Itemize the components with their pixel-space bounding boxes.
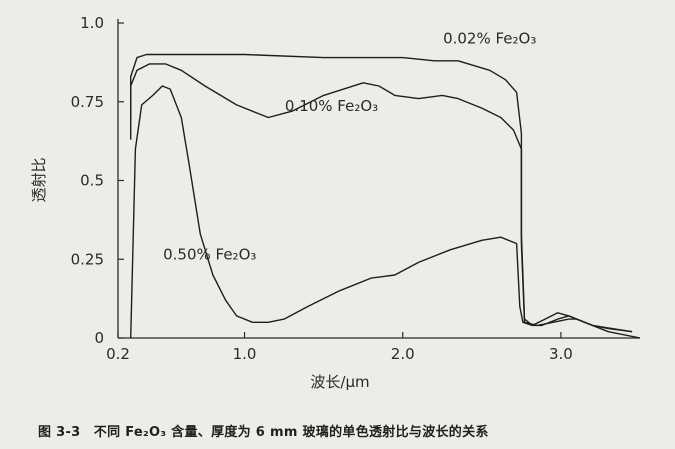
y-tick-label: 0.75	[71, 93, 104, 111]
series-label-1: 0.10% Fe₂O₃	[285, 97, 378, 115]
series-line-0	[130, 53, 633, 333]
x-tick-label: 0.2	[106, 345, 130, 363]
x-tick-label: 1.0	[233, 345, 257, 363]
y-tick-label: 1.0	[80, 14, 104, 32]
series-label-0: 0.02% Fe₂O₃	[443, 29, 536, 47]
figure-caption: 图 3-3 不同 Fe₂O₃ 含量、厚度为 6 mm 玻璃的单色透射比与波长的关…	[38, 425, 489, 440]
y-axis-label: 透射比	[30, 157, 48, 202]
series-line-2	[130, 85, 641, 339]
y-tick-label: 0.25	[71, 250, 104, 268]
x-axis-label: 波长/μm	[310, 373, 369, 391]
series-label-2: 0.50% Fe₂O₃	[163, 245, 256, 263]
y-tick-label: 0	[94, 329, 104, 347]
x-tick-label: 3.0	[549, 345, 573, 363]
y-tick-label: 0.5	[80, 172, 104, 190]
x-tick-label: 2.0	[391, 345, 415, 363]
series-line-1	[130, 63, 633, 333]
